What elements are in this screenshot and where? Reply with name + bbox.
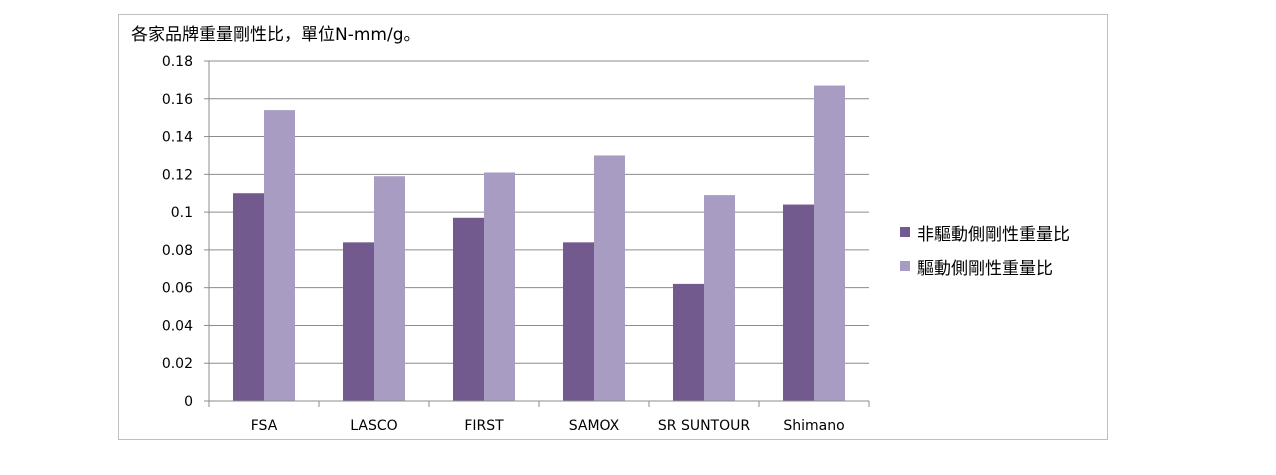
- legend-swatch-non-drive-side: [900, 227, 910, 237]
- bar-drive-side: [814, 85, 845, 402]
- x-tick-label: SR SUNTOUR: [658, 418, 750, 434]
- y-tick-label: 0.16: [162, 92, 193, 108]
- bar-non-drive-side: [673, 283, 704, 401]
- bar-drive-side: [704, 195, 735, 401]
- y-tick-label: 0: [184, 394, 193, 410]
- bar-drive-side: [484, 172, 515, 401]
- y-tick-label: 0.08: [162, 243, 193, 259]
- x-tick-label: SAMOX: [569, 418, 620, 434]
- legend-swatch-drive-side: [900, 261, 910, 271]
- legend-item-drive-side: 驅動側剛性重量比: [900, 249, 1070, 283]
- y-tick-label: 0.04: [162, 318, 193, 334]
- bar-non-drive-side: [563, 242, 594, 401]
- bar-non-drive-side: [233, 193, 264, 401]
- x-tick-label: LASCO: [350, 418, 397, 434]
- bar-non-drive-side: [453, 217, 484, 401]
- x-tick-label: FIRST: [464, 418, 504, 434]
- bar-non-drive-side: [783, 204, 814, 401]
- chart-title: 各家品牌重量剛性比，單位N-mm/g。: [131, 25, 421, 45]
- legend-item-non-drive-side: 非驅動側剛性重量比: [900, 215, 1070, 249]
- x-tick-label: FSA: [251, 418, 278, 434]
- y-tick-label: 0.02: [162, 356, 193, 372]
- legend-label-non-drive-side: 非驅動側剛性重量比: [917, 224, 1070, 245]
- y-tick-label: 0.14: [162, 130, 193, 146]
- bar-drive-side: [594, 155, 625, 401]
- bar-non-drive-side: [343, 242, 374, 401]
- legend-label-drive-side: 驅動側剛性重量比: [917, 258, 1053, 279]
- y-tick-label: 0.06: [162, 281, 193, 297]
- bar-drive-side: [264, 110, 295, 401]
- bar-drive-side: [374, 176, 405, 401]
- chart-legend: 非驅動側剛性重量比 驅動側剛性重量比: [900, 215, 1070, 283]
- y-tick-label: 0.18: [162, 54, 193, 70]
- y-tick-label: 0.1: [171, 205, 193, 221]
- x-tick-label: Shimano: [783, 418, 844, 434]
- y-tick-label: 0.12: [162, 167, 193, 183]
